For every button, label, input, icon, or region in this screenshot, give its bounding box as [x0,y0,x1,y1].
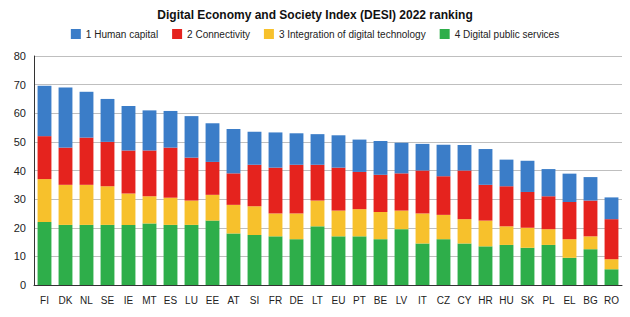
svg-text:40: 40 [14,165,26,177]
svg-text:30: 30 [14,193,26,205]
svg-text:EE: EE [206,295,220,306]
svg-text:RO: RO [604,295,619,306]
svg-text:IT: IT [418,295,427,306]
svg-text:EL: EL [563,295,576,306]
svg-text:CZ: CZ [437,295,450,306]
svg-text:20: 20 [14,222,26,234]
svg-text:LV: LV [396,295,408,306]
svg-text:FR: FR [269,295,282,306]
svg-text:NL: NL [80,295,93,306]
svg-text:IE: IE [124,295,134,306]
svg-text:SK: SK [521,295,535,306]
svg-text:80: 80 [14,50,26,62]
svg-text:SI: SI [250,295,259,306]
svg-text:Digital Economy and Society In: Digital Economy and Society Index (DESI)… [157,8,472,22]
svg-text:MT: MT [142,295,156,306]
svg-text:HR: HR [478,295,492,306]
svg-text:CY: CY [458,295,472,306]
svg-text:0: 0 [20,279,26,291]
svg-text:BE: BE [374,295,388,306]
svg-text:3 Integration of digital techn: 3 Integration of digital technology [279,29,426,40]
svg-text:4 Digital public services: 4 Digital public services [455,29,560,40]
svg-text:60: 60 [14,107,26,119]
svg-text:10: 10 [14,250,26,262]
svg-text:BG: BG [583,295,598,306]
svg-text:HU: HU [499,295,513,306]
svg-text:PL: PL [542,295,555,306]
svg-text:1 Human capital: 1 Human capital [86,29,158,40]
svg-text:DK: DK [59,295,73,306]
svg-text:SE: SE [101,295,115,306]
svg-text:EU: EU [332,295,346,306]
svg-text:PT: PT [353,295,366,306]
svg-text:50: 50 [14,136,26,148]
svg-text:FI: FI [40,295,49,306]
svg-text:DE: DE [290,295,304,306]
svg-text:2 Connectivity: 2 Connectivity [187,29,250,40]
svg-text:AT: AT [227,295,239,306]
svg-text:ES: ES [164,295,178,306]
svg-text:LU: LU [185,295,198,306]
svg-text:70: 70 [14,79,26,91]
svg-text:LT: LT [312,295,323,306]
